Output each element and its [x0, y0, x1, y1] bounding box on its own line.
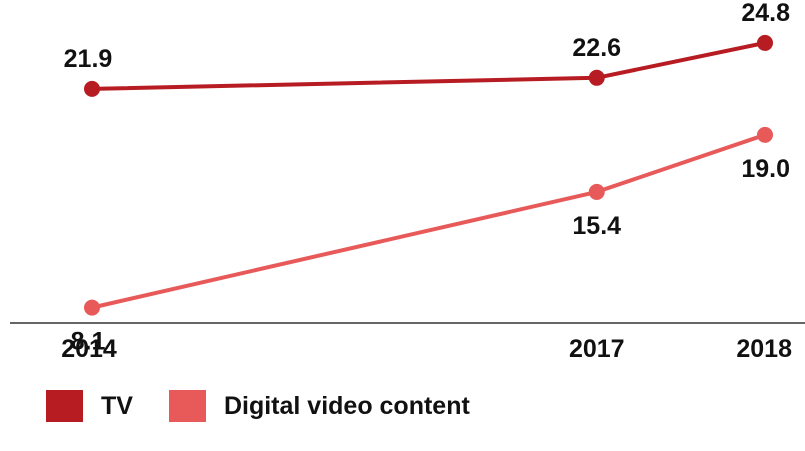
legend-item-digital-video: Digital video content — [168, 390, 470, 422]
legend-label-digital-video: Digital video content — [223, 391, 470, 420]
legend: TV Digital video content — [46, 390, 506, 422]
x-tick-label-2014: 2014 — [61, 335, 117, 363]
legend-swatch-digital-video — [168, 390, 206, 422]
x-tick-layer: 2014 2017 2018 — [61, 335, 792, 363]
data-point-digital-video-2018 — [757, 126, 773, 143]
legend-label-tv: TV — [101, 391, 133, 420]
label-layer: 21.9 22.6 24.8 8.1 15.4 19.0 — [64, 0, 790, 356]
series-line-digital-video — [90, 132, 767, 310]
data-label-tv-2017: 22.6 — [572, 34, 621, 62]
x-tick-label-2017: 2017 — [569, 335, 625, 363]
series-line-tv — [90, 40, 767, 91]
data-point-tv-2014 — [84, 80, 100, 97]
data-label-digital-video-2017: 15.4 — [572, 212, 621, 240]
data-point-digital-video-2014 — [84, 299, 100, 316]
legend-item-tv: TV — [46, 390, 133, 422]
legend-swatch-tv — [46, 390, 83, 422]
data-point-tv-2018 — [757, 34, 773, 51]
series-layer — [84, 34, 773, 316]
data-point-digital-video-2017 — [588, 183, 605, 200]
data-label-digital-video-2018: 19.0 — [741, 155, 790, 183]
line-chart: 21.9 22.6 24.8 8.1 15.4 19.0 2014 2017 2018 — [10, 0, 805, 363]
data-label-tv-2018: 24.8 — [741, 0, 790, 27]
x-tick-label-2018: 2018 — [736, 335, 792, 363]
data-label-digital-video-2014: 8.1 — [71, 328, 106, 356]
data-point-tv-2017 — [588, 69, 605, 86]
data-label-tv-2014: 21.9 — [64, 45, 113, 73]
